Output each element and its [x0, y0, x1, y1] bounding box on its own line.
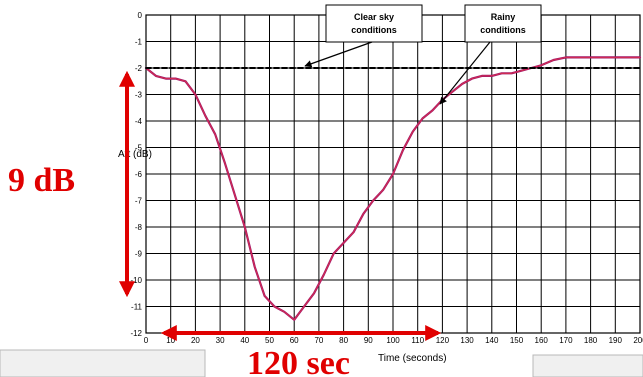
x-tick-label: 150 — [510, 336, 524, 345]
y-tick-label: -6 — [135, 170, 143, 179]
clear-sky-pointer — [304, 41, 373, 68]
rainy-box-line1: Rainy — [491, 12, 516, 22]
y-tick-label: -10 — [130, 276, 142, 285]
x-tick-label: 10 — [166, 336, 175, 345]
rainy-pointer — [439, 41, 491, 105]
rainy-annotation: Rainy conditions — [439, 4, 542, 105]
y-tick-label: -1 — [135, 38, 143, 47]
series-layer — [144, 56, 642, 321]
x-tick-label: 0 — [144, 336, 149, 345]
clear-sky-box-line1: Clear sky — [354, 12, 394, 22]
x-tick-label: 70 — [314, 336, 323, 345]
x-tick-label: 140 — [485, 336, 499, 345]
x-tick-label: 50 — [265, 336, 274, 345]
y-tick-label: -8 — [135, 223, 143, 232]
x-tick-label: 80 — [339, 336, 348, 345]
y-tick-label: -3 — [135, 91, 143, 100]
y-axis-label: Att (dB) — [118, 149, 152, 160]
window-fragment-right — [532, 354, 643, 377]
time-label: 120 sec — [247, 345, 350, 377]
range-label: 9 dB — [8, 162, 75, 199]
y-tick-label: -7 — [135, 197, 143, 206]
rainy-box — [464, 4, 542, 43]
clear-sky-box-line2: conditions — [351, 25, 397, 35]
x-tick-label: 120 — [436, 336, 450, 345]
window-fragment-left — [0, 349, 206, 377]
clear-sky-box — [325, 4, 423, 43]
x-tick-label: 130 — [460, 336, 474, 345]
y-tick-label: -2 — [135, 64, 143, 73]
y-tick-label: -12 — [130, 329, 142, 338]
x-tick-label: 200 — [633, 336, 643, 345]
x-tick-label: 170 — [559, 336, 573, 345]
x-tick-label: 90 — [364, 336, 373, 345]
x-tick-label: 20 — [191, 336, 200, 345]
rainy-box-line2: conditions — [480, 25, 526, 35]
y-tick-label: -5 — [135, 144, 143, 153]
x-axis-label: Time (seconds) — [378, 353, 447, 364]
x-tick-label: 110 — [411, 336, 424, 345]
x-tick-label: 190 — [609, 336, 623, 345]
x-tick-label: 180 — [584, 336, 598, 345]
y-tick-label: -11 — [131, 303, 143, 312]
clear-sky-annotation: Clear sky conditions — [304, 4, 423, 68]
rainy-line-overlay — [145, 57, 640, 321]
y-tick-label: 0 — [138, 11, 143, 20]
background-window-fragments — [0, 349, 643, 377]
x-tick-label: 100 — [386, 336, 400, 345]
x-tick-label: 60 — [290, 336, 299, 345]
y-tick-label: -9 — [135, 250, 143, 259]
x-tick-label: 30 — [216, 336, 225, 345]
x-tick-label: 160 — [535, 336, 549, 345]
y-tick-label: -4 — [135, 117, 143, 126]
x-tick-label: 40 — [240, 336, 249, 345]
